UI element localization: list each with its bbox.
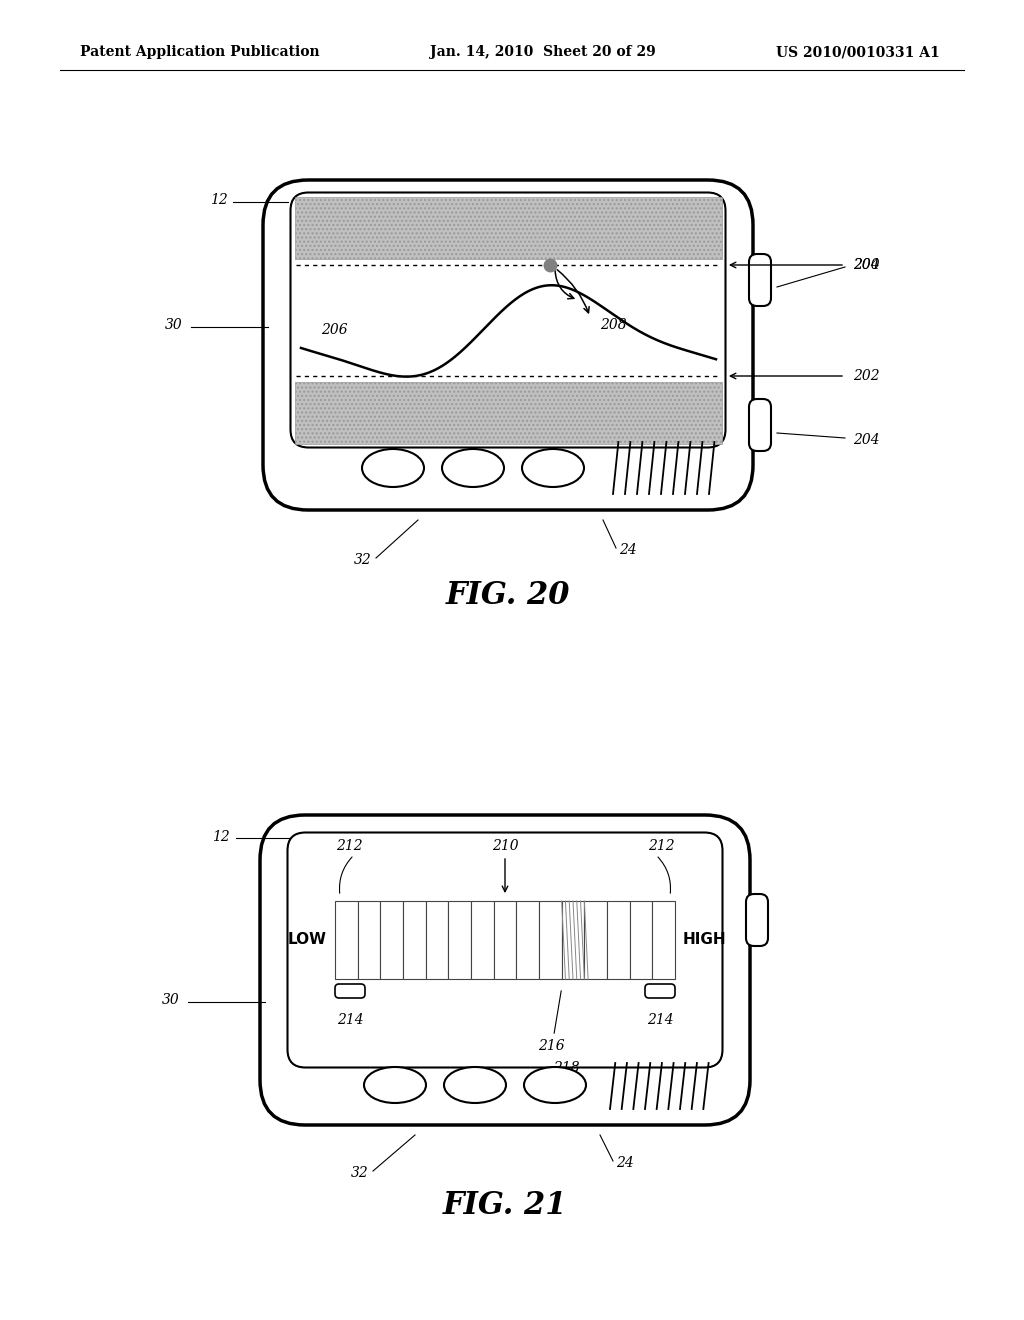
Text: 200: 200 (853, 257, 880, 272)
Bar (295, 197, 722, 259)
Text: 204: 204 (853, 433, 880, 447)
Text: 24: 24 (616, 1156, 634, 1170)
Ellipse shape (442, 449, 504, 487)
Bar (539, 902, 562, 979)
Text: 212: 212 (336, 840, 362, 853)
Text: 32: 32 (354, 553, 372, 568)
FancyBboxPatch shape (749, 399, 771, 451)
Ellipse shape (522, 449, 584, 487)
Text: Jan. 14, 2010  Sheet 20 of 29: Jan. 14, 2010 Sheet 20 of 29 (430, 45, 655, 59)
Bar (585, 902, 607, 979)
FancyBboxPatch shape (335, 983, 365, 998)
Text: 30: 30 (162, 993, 180, 1007)
Text: 30: 30 (165, 318, 183, 333)
Text: 12: 12 (210, 193, 228, 207)
Bar (357, 902, 380, 979)
Text: 214: 214 (647, 1012, 674, 1027)
FancyBboxPatch shape (263, 180, 753, 510)
Text: HIGH: HIGH (683, 932, 727, 948)
Bar (494, 902, 516, 979)
Bar (471, 902, 494, 979)
Text: 216: 216 (539, 1039, 565, 1053)
FancyBboxPatch shape (749, 253, 771, 306)
Text: FIG. 21: FIG. 21 (442, 1189, 567, 1221)
Bar (295, 381, 722, 444)
Text: 202: 202 (853, 370, 880, 383)
Text: 32: 32 (351, 1166, 369, 1180)
Bar (562, 902, 585, 979)
Bar (652, 902, 675, 979)
Ellipse shape (524, 1067, 586, 1104)
Text: Patent Application Publication: Patent Application Publication (80, 45, 319, 59)
Text: LOW: LOW (288, 932, 327, 948)
Text: 218: 218 (553, 1061, 580, 1074)
Bar (607, 902, 630, 979)
Ellipse shape (364, 1067, 426, 1104)
Text: 214: 214 (337, 1012, 364, 1027)
FancyBboxPatch shape (288, 833, 723, 1068)
FancyBboxPatch shape (645, 983, 675, 998)
Text: FIG. 20: FIG. 20 (445, 579, 570, 610)
FancyBboxPatch shape (291, 193, 725, 447)
Text: 210: 210 (492, 840, 518, 853)
Bar (380, 902, 403, 979)
Text: US 2010/0010331 A1: US 2010/0010331 A1 (776, 45, 940, 59)
Text: 212: 212 (648, 840, 675, 853)
Text: 12: 12 (212, 830, 230, 843)
Bar (630, 902, 652, 979)
Bar (335, 902, 357, 979)
FancyBboxPatch shape (746, 894, 768, 946)
Text: 24: 24 (620, 543, 637, 557)
Ellipse shape (362, 449, 424, 487)
Bar (403, 902, 426, 979)
Text: 208: 208 (600, 318, 627, 333)
Text: 204: 204 (853, 257, 880, 272)
Bar (426, 902, 449, 979)
Bar (516, 902, 539, 979)
Bar (449, 902, 471, 979)
Ellipse shape (444, 1067, 506, 1104)
FancyBboxPatch shape (260, 814, 750, 1125)
Text: 206: 206 (321, 323, 347, 337)
